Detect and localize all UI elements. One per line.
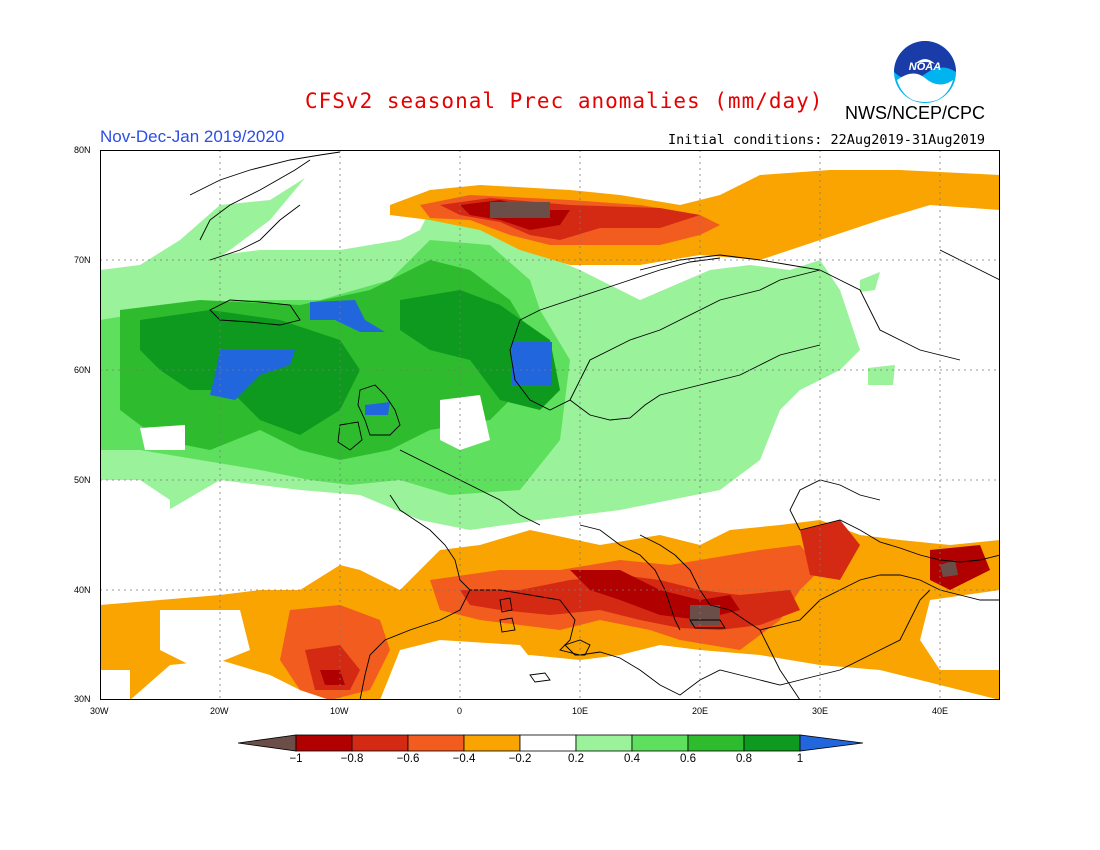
colorbar-box <box>295 734 353 752</box>
forecast-period: Nov-Dec-Jan 2019/2020 <box>100 127 285 146</box>
anomaly-map <box>100 150 1000 700</box>
colorbar-box <box>407 734 465 752</box>
initial-conditions: Initial conditions: 22Aug2019-31Aug2019 <box>668 132 985 148</box>
colorbar-box <box>687 734 745 752</box>
lat-label-80n: 80N <box>74 145 91 155</box>
map-title: CFSv2 seasonal Prec anomalies (mm/day) <box>305 89 824 113</box>
lat-label-30n: 30N <box>74 694 91 704</box>
colorbar-tick-label: 0.6 <box>680 753 696 765</box>
colorbar <box>238 734 863 752</box>
agency-label: NWS/NCEP/CPC <box>845 103 986 123</box>
colorbar-tick-label: −1 <box>289 753 303 765</box>
colorbar-box <box>463 734 521 752</box>
colorbar-tick-label: −0.8 <box>340 753 364 765</box>
lat-label-40n: 40N <box>74 585 91 595</box>
coastlines <box>189 151 1000 700</box>
graticule <box>100 150 1000 700</box>
svg-text:NOAA: NOAA <box>909 61 941 73</box>
colorbar-tick-label: −0.4 <box>452 753 476 765</box>
colorbar-tick-label: −0.6 <box>396 753 420 765</box>
lat-label-50n: 50N <box>74 475 91 485</box>
lon-label-40e: 40E <box>932 706 949 716</box>
colorbar-arrow-high <box>799 734 863 752</box>
colorbar-box <box>631 734 689 752</box>
lon-label-20w: 20W <box>210 706 229 716</box>
colorbar-box <box>519 734 577 752</box>
lat-label-70n: 70N <box>74 255 91 265</box>
noaa-logo: NOAA <box>894 41 956 103</box>
colorbar-tick-label: −0.2 <box>508 753 532 765</box>
colorbar-arrow-low <box>238 734 297 752</box>
lon-label-20e: 20E <box>692 706 709 716</box>
colorbar-tick-label: 1 <box>796 753 804 765</box>
colorbar-tick-label: 0.2 <box>568 753 584 765</box>
colorbar-box <box>575 734 633 752</box>
lon-label-30e: 30E <box>812 706 829 716</box>
colorbar-tick-label: 0.8 <box>736 753 752 765</box>
colorbar-tick-label: 0.4 <box>624 753 640 765</box>
lon-label-10w: 10W <box>330 706 349 716</box>
colorbar-box <box>743 734 801 752</box>
lon-label-30w: 30W <box>90 706 109 716</box>
lat-label-60n: 60N <box>74 365 91 375</box>
colorbar-box <box>351 734 409 752</box>
lon-label-10e: 10E <box>572 706 589 716</box>
lon-label-0: 0 <box>457 706 463 716</box>
